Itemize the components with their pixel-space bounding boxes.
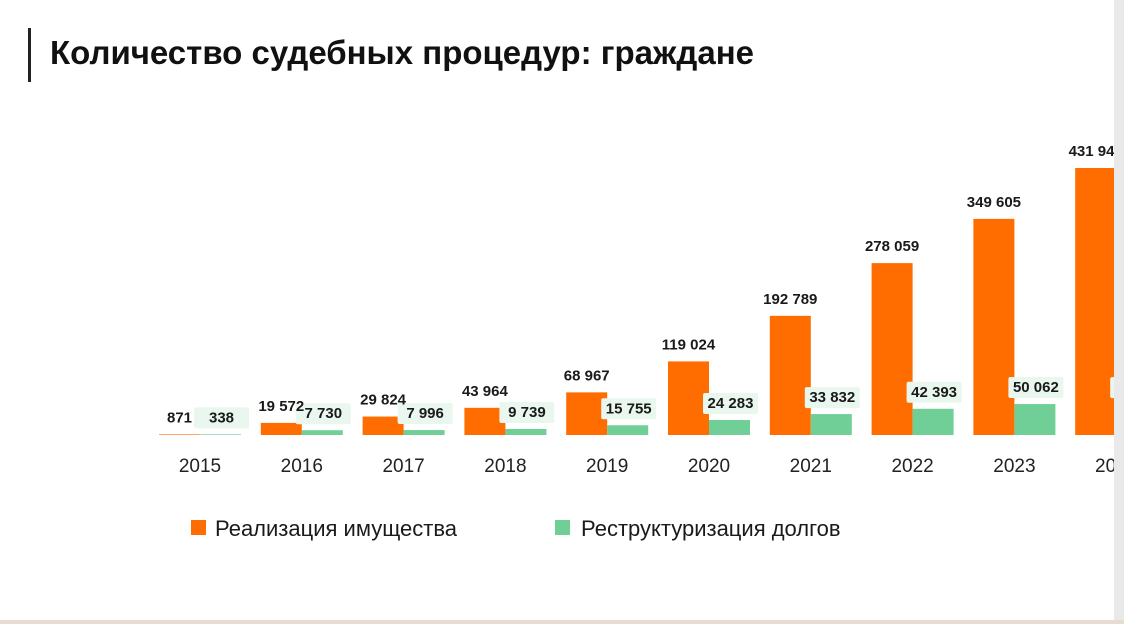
data-label-property-sale-2016: 19 572 xyxy=(258,398,304,415)
x-tick-label-2022: 2022 xyxy=(891,456,933,477)
data-label-box-debt-restructuring-2021 xyxy=(804,387,860,409)
bar-property-sale-2022 xyxy=(871,263,913,435)
data-label-box-debt-restructuring-2024 xyxy=(1110,377,1114,399)
legend-label-debt-restructuring: Реструктуризация долгов xyxy=(581,516,841,541)
title-accent-bar xyxy=(28,28,31,82)
slide-bottom-edge xyxy=(0,620,1124,624)
page-title: Количество судебных процедур: граждане xyxy=(50,34,754,71)
data-label-property-sale-2018: 43 964 xyxy=(462,383,509,400)
x-axis-ticks: 2015 2016 2017 2018 2019 2020 2021 2022 2023 2024 xyxy=(179,456,1114,477)
legend-label-property-sale: Реализация имущества xyxy=(215,516,458,541)
bar-property-sale-2018 xyxy=(464,407,506,435)
data-label-debt-restructuring-2022: 42 393 xyxy=(911,384,957,401)
data-label-box-debt-restructuring-2020 xyxy=(703,392,758,414)
x-tick-label-2019: 2019 xyxy=(586,456,628,477)
data-label-debt-restructuring-2020: 24 283 xyxy=(708,395,754,412)
data-label-debt-restructuring-2017: 7 996 xyxy=(406,405,444,422)
data-label-property-sale-2020: 119 024 xyxy=(662,336,716,353)
bar-debt-restructuring-2019 xyxy=(607,425,649,435)
x-tick-label-2020: 2020 xyxy=(688,456,730,477)
bar-debt-restructuring-2017 xyxy=(403,430,445,435)
data-label-box-debt-restructuring-2023 xyxy=(1008,377,1064,399)
bar-property-sale-2017 xyxy=(362,416,404,435)
bar-property-sale-2024 xyxy=(1075,167,1114,435)
x-tick-label-2016: 2016 xyxy=(281,456,323,477)
data-label-box-debt-restructuring-2015 xyxy=(194,407,249,429)
bars-layer xyxy=(159,167,1114,435)
bar-property-sale-2020 xyxy=(668,361,709,435)
bar-debt-restructuring-2023 xyxy=(1014,404,1056,435)
bar-debt-restructuring-2015 xyxy=(200,434,241,435)
legend: Реализация имущества Реструктуризация до… xyxy=(191,516,841,541)
data-label-debt-restructuring-2019: 15 755 xyxy=(606,400,652,417)
data-label-property-sale-2024: 431 942 xyxy=(1069,143,1114,160)
bar-debt-restructuring-2020 xyxy=(709,419,750,435)
data-label-property-sale-2023: 349 605 xyxy=(967,194,1021,211)
x-tick-label-2021: 2021 xyxy=(790,456,832,477)
data-label-box-debt-restructuring-2016 xyxy=(295,403,351,425)
data-label-box-debt-restructuring-2019 xyxy=(601,398,657,420)
data-label-property-sale-2022: 278 059 xyxy=(865,238,919,255)
x-tick-label-2018: 2018 xyxy=(484,456,526,477)
bar-debt-restructuring-2022 xyxy=(912,408,954,435)
data-label-property-sale-2015: 871 xyxy=(167,409,192,426)
legend-swatch-debt-restructuring xyxy=(555,520,570,535)
x-tick-label-2024: 2024 xyxy=(1095,456,1114,477)
data-label-debt-restructuring-2023: 50 062 xyxy=(1013,379,1059,396)
bar-property-sale-2023 xyxy=(973,218,1015,435)
x-tick-label-2023: 2023 xyxy=(993,456,1035,477)
bar-property-sale-2016 xyxy=(260,422,302,435)
data-label-property-sale-2019: 68 967 xyxy=(564,367,610,384)
bar-debt-restructuring-2018 xyxy=(505,428,547,435)
bar-debt-restructuring-2016 xyxy=(301,430,343,435)
bar-property-sale-2021 xyxy=(769,315,811,435)
data-label-debt-restructuring-2018: 9 739 xyxy=(508,404,546,421)
data-label-property-sale-2021: 192 789 xyxy=(763,291,817,308)
data-label-debt-restructuring-2021: 33 832 xyxy=(809,389,855,406)
bar-property-sale-2019 xyxy=(566,392,608,435)
data-label-box-debt-restructuring-2018 xyxy=(499,401,555,423)
data-label-property-sale-2017: 29 824 xyxy=(360,392,407,409)
x-tick-label-2015: 2015 xyxy=(179,456,221,477)
data-label-box-debt-restructuring-2017 xyxy=(397,403,453,425)
bar-debt-restructuring-2021 xyxy=(810,414,852,435)
data-label-debt-restructuring-2016: 7 730 xyxy=(305,405,343,422)
x-tick-label-2017: 2017 xyxy=(382,456,424,477)
legend-swatch-property-sale xyxy=(191,520,206,535)
data-label-debt-restructuring-2015: 338 xyxy=(209,409,234,426)
data-label-box-debt-restructuring-2022 xyxy=(906,381,962,403)
window-right-edge xyxy=(1114,0,1124,624)
bar-property-sale-2015 xyxy=(159,434,200,435)
